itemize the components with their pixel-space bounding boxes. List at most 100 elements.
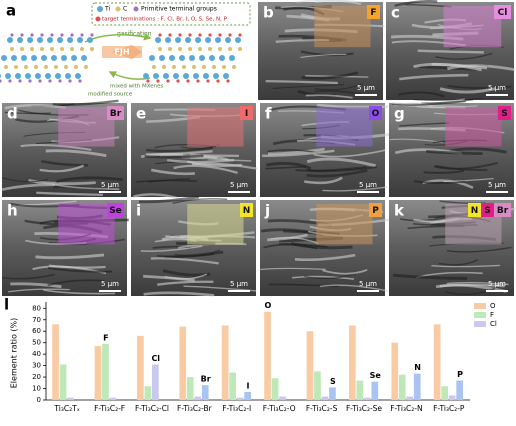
panel-label: c	[391, 4, 400, 22]
sem-panel: f O 5 μm	[260, 103, 394, 197]
sem-texture	[431, 62, 488, 70]
sem-texture	[262, 149, 335, 157]
bar	[371, 381, 379, 400]
element-badge	[107, 203, 124, 217]
group-atom	[166, 79, 170, 83]
atom	[219, 55, 225, 61]
bar	[364, 397, 371, 400]
bar-annotation: P	[457, 370, 463, 379]
atom	[67, 37, 73, 43]
sem-texture	[266, 161, 312, 170]
sem-texture	[443, 178, 494, 183]
atom	[152, 65, 156, 69]
atom	[51, 55, 57, 61]
atom	[175, 37, 181, 43]
sem-panel: d Br 5 μm	[1, 99, 127, 197]
element-label: F	[370, 8, 376, 18]
scale-label: 5 μm	[488, 280, 506, 288]
sem-texture	[292, 275, 355, 280]
scale-label: 5 μm	[488, 84, 506, 92]
legend-text: target terminations : F, Cl, Br, I, O, S…	[102, 17, 228, 23]
sem-texture	[164, 250, 224, 259]
sem-texture	[322, 269, 368, 275]
atom	[182, 65, 186, 69]
schematic: a Ti C Primitive terminal groups target …	[0, 1, 255, 99]
bar	[179, 326, 187, 400]
legend-swatch	[474, 303, 486, 309]
atom	[158, 47, 162, 51]
atom	[202, 65, 206, 69]
element-badge	[481, 203, 494, 217]
group-atom	[28, 79, 32, 83]
element-label: I	[245, 109, 248, 119]
y-tick-label: 40	[32, 350, 41, 358]
sem-texture	[20, 144, 92, 151]
sem-texture	[449, 147, 507, 154]
atom	[81, 55, 87, 61]
legend-text: Primitive terminal groups	[141, 6, 217, 13]
sem-texture	[1, 273, 55, 280]
bar	[102, 343, 109, 400]
sem-texture	[52, 99, 119, 106]
atom	[143, 73, 149, 79]
scale-label: 5 μm	[359, 181, 377, 189]
atom	[55, 73, 61, 79]
atom	[208, 47, 212, 51]
element-badge	[494, 203, 511, 217]
atom	[229, 55, 235, 61]
sem-texture	[322, 186, 388, 192]
atom	[87, 37, 93, 43]
sem-texture	[444, 287, 496, 296]
bar	[152, 364, 159, 400]
bar-annotation: S	[330, 377, 336, 386]
atom	[30, 47, 34, 51]
group-atom	[238, 33, 242, 37]
atom	[31, 55, 37, 61]
panel-label: a	[6, 2, 16, 20]
sem-texture	[48, 266, 113, 273]
eds-inset	[316, 204, 373, 245]
sem-texture	[301, 71, 359, 80]
atom	[168, 47, 172, 51]
c-icon	[115, 6, 121, 12]
sem-texture	[265, 165, 307, 170]
y-tick-label: 50	[32, 339, 41, 347]
sem-texture	[398, 91, 445, 98]
sem-texture	[166, 158, 235, 164]
element-label: S	[484, 206, 490, 216]
scale-label: 5 μm	[230, 181, 248, 189]
sem-texture	[278, 243, 328, 248]
eds-inset	[316, 107, 373, 147]
bar-annotation: I	[247, 381, 250, 390]
bar	[391, 342, 399, 400]
sem-texture	[268, 147, 325, 156]
panel-label: k	[394, 202, 405, 220]
atom	[198, 47, 202, 51]
bar-annotation: Br	[201, 375, 211, 384]
y-tick-label: 0	[37, 396, 41, 404]
bar	[109, 397, 117, 400]
group-atom	[78, 79, 82, 83]
group-atom	[216, 79, 220, 83]
element-badge	[498, 106, 511, 120]
x-tick-label: Ti₃C₂Tₓ	[53, 404, 80, 413]
atom	[155, 37, 161, 43]
atom	[1, 55, 7, 61]
atom	[45, 73, 51, 79]
atom	[17, 37, 23, 43]
element-label: P	[372, 206, 379, 216]
sem-texture	[265, 80, 338, 85]
sem-texture	[314, 90, 365, 96]
sem-texture	[41, 160, 88, 167]
bar	[137, 335, 144, 400]
panel-label: b	[263, 4, 274, 22]
atom	[232, 65, 236, 69]
x-tick-label: F-Ti₃C₂-N	[390, 404, 422, 413]
bar	[52, 324, 59, 400]
atom	[223, 73, 229, 79]
sem-texture	[144, 154, 204, 159]
x-tick-label: F-Ti₃C₂-P	[433, 404, 465, 413]
atom	[7, 37, 13, 43]
atom	[35, 73, 41, 79]
